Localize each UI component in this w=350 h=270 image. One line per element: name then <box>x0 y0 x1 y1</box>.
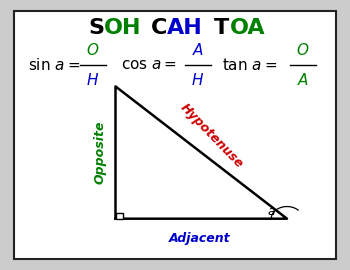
Text: AH: AH <box>167 18 203 38</box>
Text: Hypotenuse: Hypotenuse <box>178 102 246 171</box>
Text: $H$: $H$ <box>86 72 99 88</box>
Text: Opposite: Opposite <box>93 121 106 184</box>
Text: $A$: $A$ <box>192 42 204 58</box>
Text: a: a <box>267 205 275 218</box>
Text: $\cos\, a =$: $\cos\, a =$ <box>121 57 177 72</box>
Text: $\tan\, a =$: $\tan\, a =$ <box>222 57 278 73</box>
Text: $H$: $H$ <box>191 72 204 88</box>
FancyBboxPatch shape <box>14 11 336 259</box>
Text: OH: OH <box>104 18 142 38</box>
Text: S: S <box>88 18 104 38</box>
Text: C: C <box>151 18 168 38</box>
Text: $O$: $O$ <box>86 42 99 58</box>
Bar <box>116 213 123 219</box>
Text: Adjacent: Adjacent <box>169 232 230 245</box>
Text: $A$: $A$ <box>297 72 309 88</box>
Text: $\sin\, a =$: $\sin\, a =$ <box>28 57 80 73</box>
Text: OA: OA <box>230 18 266 38</box>
Text: T: T <box>214 18 230 38</box>
Text: $O$: $O$ <box>296 42 309 58</box>
